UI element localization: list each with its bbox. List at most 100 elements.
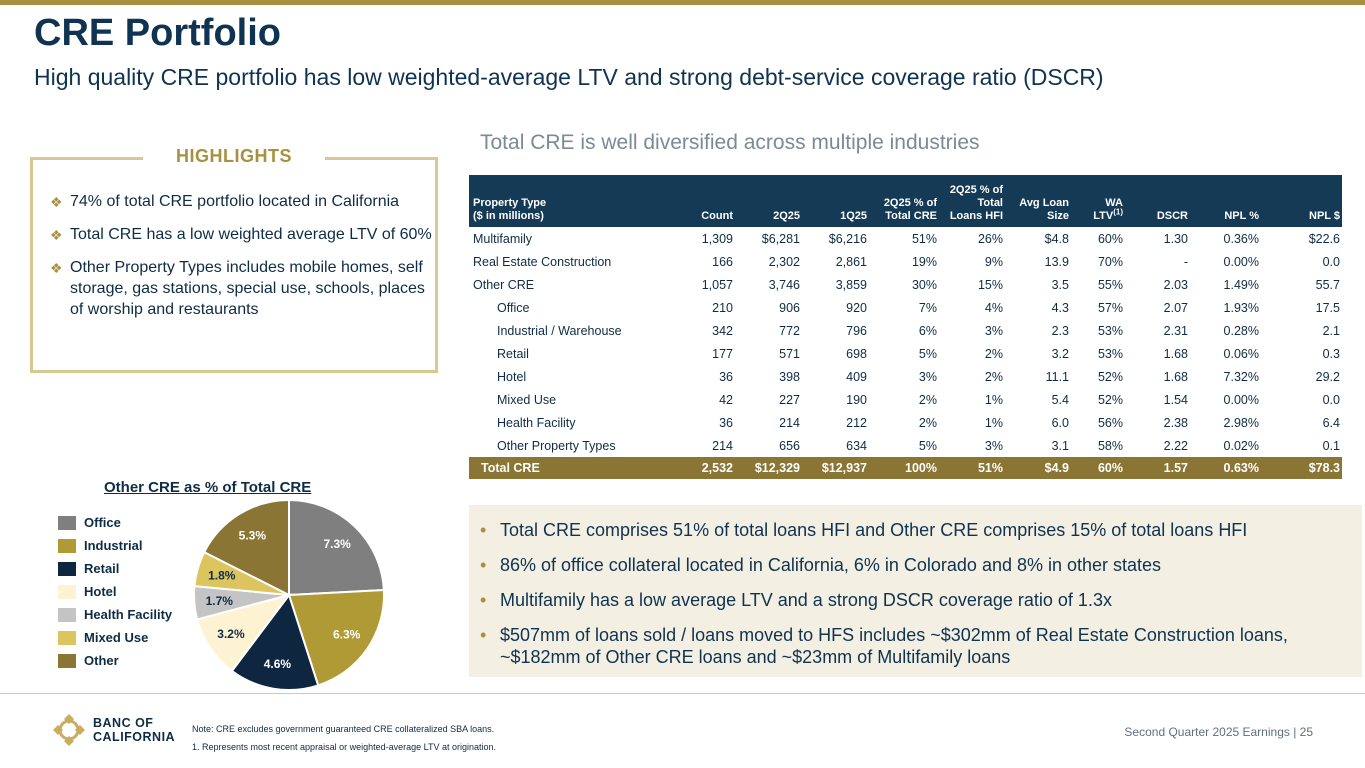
table-row: Other Property Types 214 656 634 5% 3% 3.1 58% 2… (469, 434, 1342, 457)
table-cell: 177 (712, 346, 733, 361)
table-cell: 3% (918, 369, 937, 384)
table-cell: 3.1 (1051, 438, 1069, 453)
table-cell: 5% (918, 438, 937, 453)
table-cell: 656 (779, 438, 800, 453)
table-cell: 0.02% (1223, 438, 1259, 453)
total-cell: $12,937 (802, 457, 869, 479)
legend-item: Health Facility (58, 603, 172, 626)
row-label: Other Property Types (497, 438, 616, 453)
key-point-text: $507mm of loans sold / loans moved to HF… (500, 625, 1288, 667)
key-point-text: Total CRE comprises 51% of total loans H… (500, 520, 1248, 540)
table-cell: 0.3 (1322, 346, 1340, 361)
table-cell: 4.3 (1051, 300, 1069, 315)
legend-swatch (58, 538, 76, 553)
pie-chart-title: Other CRE as % of Total CRE (104, 479, 312, 496)
legend-label: Mixed Use (84, 630, 149, 645)
table-cell: 52% (1097, 369, 1123, 384)
legend-label: Retail (84, 561, 120, 576)
legend-item: Office (58, 511, 172, 534)
highlights-list: ❖ 74% of total CRE portfolio located in C… (50, 191, 432, 332)
footer-divider (0, 693, 1365, 694)
table-row: Health Facility 36 214 212 2% 1% 6.0 56% 2.38 2.9… (469, 411, 1342, 434)
table-cell: 17.5 (1315, 300, 1340, 315)
col-header-pct-total-loans: 2Q25 % of Total Loans HFI (939, 175, 1005, 227)
table-cell: 3% (984, 323, 1003, 338)
table-cell: 906 (779, 300, 800, 315)
footnote-note: Note: CRE excludes government guaranteed… (192, 724, 495, 734)
table-cell: 409 (846, 369, 867, 384)
table-cell: 53% (1097, 346, 1123, 361)
legend-item: Industrial (58, 534, 172, 557)
table-cell: 398 (779, 369, 800, 384)
table-cell: 7.32% (1223, 369, 1259, 384)
bullet-dot-icon: • (480, 520, 487, 540)
footnote-1: 1. Represents most recent appraisal or w… (192, 742, 496, 752)
table-cell: 36 (719, 415, 733, 430)
table-cell: 2,302 (768, 254, 800, 269)
table-cell: 0.28% (1223, 323, 1259, 338)
highlight-text: Total CRE has a low weighted average LTV… (70, 226, 432, 243)
table-cell: 920 (846, 300, 867, 315)
key-point: • Total CRE comprises 51% of total loans … (478, 519, 1348, 541)
row-label: Health Facility (497, 415, 576, 430)
table-cell: $22.6 (1308, 231, 1340, 246)
legend-label: Office (84, 515, 121, 530)
col-header-1q25: 1Q25 (802, 175, 869, 227)
key-point-text: Multifamily has a low average LTV and a … (500, 590, 1112, 610)
legend-swatch (58, 515, 76, 530)
key-points-list: • Total CRE comprises 51% of total loans … (478, 519, 1348, 681)
table-cell: 52% (1097, 392, 1123, 407)
highlight-item: ❖ Other Property Types includes mobile ho… (50, 257, 432, 320)
table-row: Hotel 36 398 409 3% 2% 11.1 52% 1.68 7.32% 29.2 (469, 365, 1342, 388)
table-row: Office 210 906 920 7% 4% 4.3 57% 2.07 1.93% 17.5 (469, 296, 1342, 319)
highlights-title: HIGHLIGHTS (143, 146, 325, 170)
col-header-pct-total-cre: 2Q25 % of Total CRE (869, 175, 939, 227)
total-cell: 51% (939, 457, 1005, 479)
table-cell: 227 (779, 392, 800, 407)
table-cell: 3.5 (1051, 277, 1069, 292)
pie-data-label: 3.2% (217, 627, 245, 641)
table-row: Mixed Use 42 227 190 2% 1% 5.4 52% 1.54 0.00% 0.0 (469, 388, 1342, 411)
pie-slice-other (202, 498, 290, 597)
table-cell: 3,746 (768, 277, 800, 292)
pie-data-label: 6.3% (333, 628, 361, 642)
total-cell: 0.63% (1190, 457, 1261, 479)
table-cell: 2% (984, 346, 1003, 361)
table-row: Industrial / Warehouse 342 772 796 6% 3% 2.3 53… (469, 319, 1342, 342)
legend-swatch (58, 607, 76, 622)
highlight-item: ❖ Total CRE has a low weighted average LT… (50, 224, 432, 245)
bullet-dot-icon: • (480, 555, 487, 575)
total-cell: 2,532 (657, 457, 735, 479)
table-cell: 0.06% (1223, 346, 1259, 361)
table-cell: $4.8 (1044, 231, 1069, 246)
legend-item: Hotel (58, 580, 172, 603)
table-total-row: Total CRE 2,532 $12,329 $12,937 100% 51% $4.9 6… (469, 457, 1342, 479)
key-point: • Multifamily has a low average LTV and a… (478, 589, 1348, 611)
table-cell: 1% (984, 415, 1003, 430)
row-label: Real Estate Construction (473, 254, 612, 269)
table-row: Real Estate Construction 166 2,302 2,861 19%… (469, 250, 1342, 273)
table-cell: 6% (918, 323, 937, 338)
table-cell: 571 (779, 346, 800, 361)
bullet-dot-icon: • (480, 625, 487, 645)
row-label: Office (497, 300, 530, 315)
table-cell: 0.0 (1322, 254, 1340, 269)
legend-label: Hotel (84, 584, 117, 599)
pie-data-label: 1.7% (206, 594, 234, 608)
legend-label: Health Facility (84, 607, 173, 622)
pie-slice-retail (230, 592, 320, 691)
table-cell: 2.1 (1322, 323, 1340, 338)
pie-legend: Office Industrial Retail Hotel Health Facili… (58, 511, 172, 672)
table-cell: 698 (846, 346, 867, 361)
table-cell: 6.0 (1051, 415, 1069, 430)
footnotes: Note: CRE excludes government guaranteed… (192, 720, 496, 756)
legend-item: Other (58, 649, 172, 672)
table-cell: 42 (719, 392, 733, 407)
row-label: Retail (497, 346, 529, 361)
table-cell: 55% (1097, 277, 1123, 292)
table-row: Retail 177 571 698 5% 2% 3.2 53% 1.68 0.06% 0.3 (469, 342, 1342, 365)
table-cell: $6,281 (761, 231, 800, 246)
table-cell: 70% (1097, 254, 1123, 269)
total-cell: $12,329 (735, 457, 802, 479)
table-cell: 0.00% (1223, 254, 1259, 269)
